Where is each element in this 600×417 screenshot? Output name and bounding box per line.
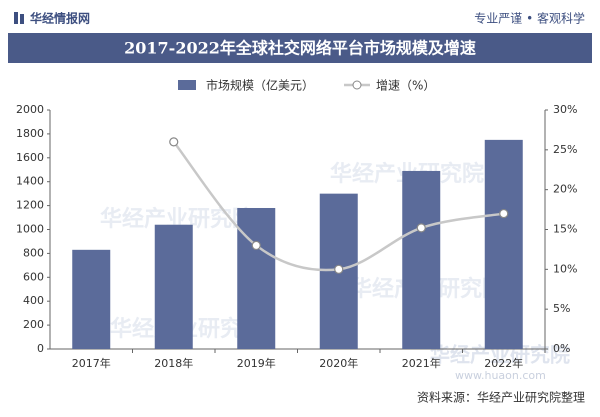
logo-icon <box>14 12 18 24</box>
line-marker <box>334 264 344 274</box>
line-marker <box>169 137 179 147</box>
y2-tick-label: 25% <box>553 143 577 156</box>
brand: 华经情报网 <box>30 11 90 26</box>
legend-label: 增速（%） <box>376 79 435 93</box>
slogan: 专业严谨 • 客观科学 <box>474 11 585 26</box>
legend-label: 市场规模（亿美元） <box>206 78 314 93</box>
y-tick-label: 1000 <box>16 223 44 236</box>
y-tick-label: 1800 <box>16 127 44 140</box>
y-tick-label: 200 <box>23 318 44 331</box>
line-marker <box>416 223 426 233</box>
x-tick-label: 2020年 <box>319 356 358 370</box>
y2-tick-label: 20% <box>553 183 577 196</box>
x-tick-label: 2019年 <box>237 356 276 370</box>
title-bar <box>8 33 592 63</box>
y-tick-label: 1400 <box>16 175 44 188</box>
chart-title: 2017-2022年全球社交网络平台市场规模及增速 <box>124 39 476 58</box>
y-tick-label: 1200 <box>16 199 44 212</box>
bar <box>154 224 193 349</box>
y-tick-label: 0 <box>37 342 44 355</box>
y2-tick-label: 0% <box>553 342 570 355</box>
y2-tick-label: 5% <box>553 302 570 315</box>
legend-swatch <box>178 80 196 90</box>
x-tick-label: 2021年 <box>402 356 441 370</box>
y2-tick-label: 10% <box>553 262 577 275</box>
line-marker <box>499 208 509 219</box>
y-tick-label: 800 <box>23 246 44 259</box>
line-marker <box>251 240 261 251</box>
bar <box>402 170 441 349</box>
y-tick-label: 600 <box>23 270 44 283</box>
legend-swatch <box>352 80 362 90</box>
y-tick-label: 1600 <box>16 151 44 164</box>
x-tick-label: 2018年 <box>154 356 193 370</box>
watermark-url: www.huaon.com <box>455 369 546 382</box>
bar <box>72 249 111 349</box>
y2-tick-label: 30% <box>553 103 577 116</box>
x-tick-label: 2022年 <box>484 356 523 370</box>
y-tick-label: 2000 <box>16 103 44 116</box>
y-tick-label: 400 <box>23 294 44 307</box>
bar <box>484 139 523 349</box>
source: 资料来源：华经产业研究院整理 <box>417 390 585 405</box>
y2-tick-label: 15% <box>553 223 577 236</box>
bar <box>237 207 276 349</box>
x-tick-label: 2017年 <box>72 356 111 370</box>
logo-icon <box>20 14 24 24</box>
